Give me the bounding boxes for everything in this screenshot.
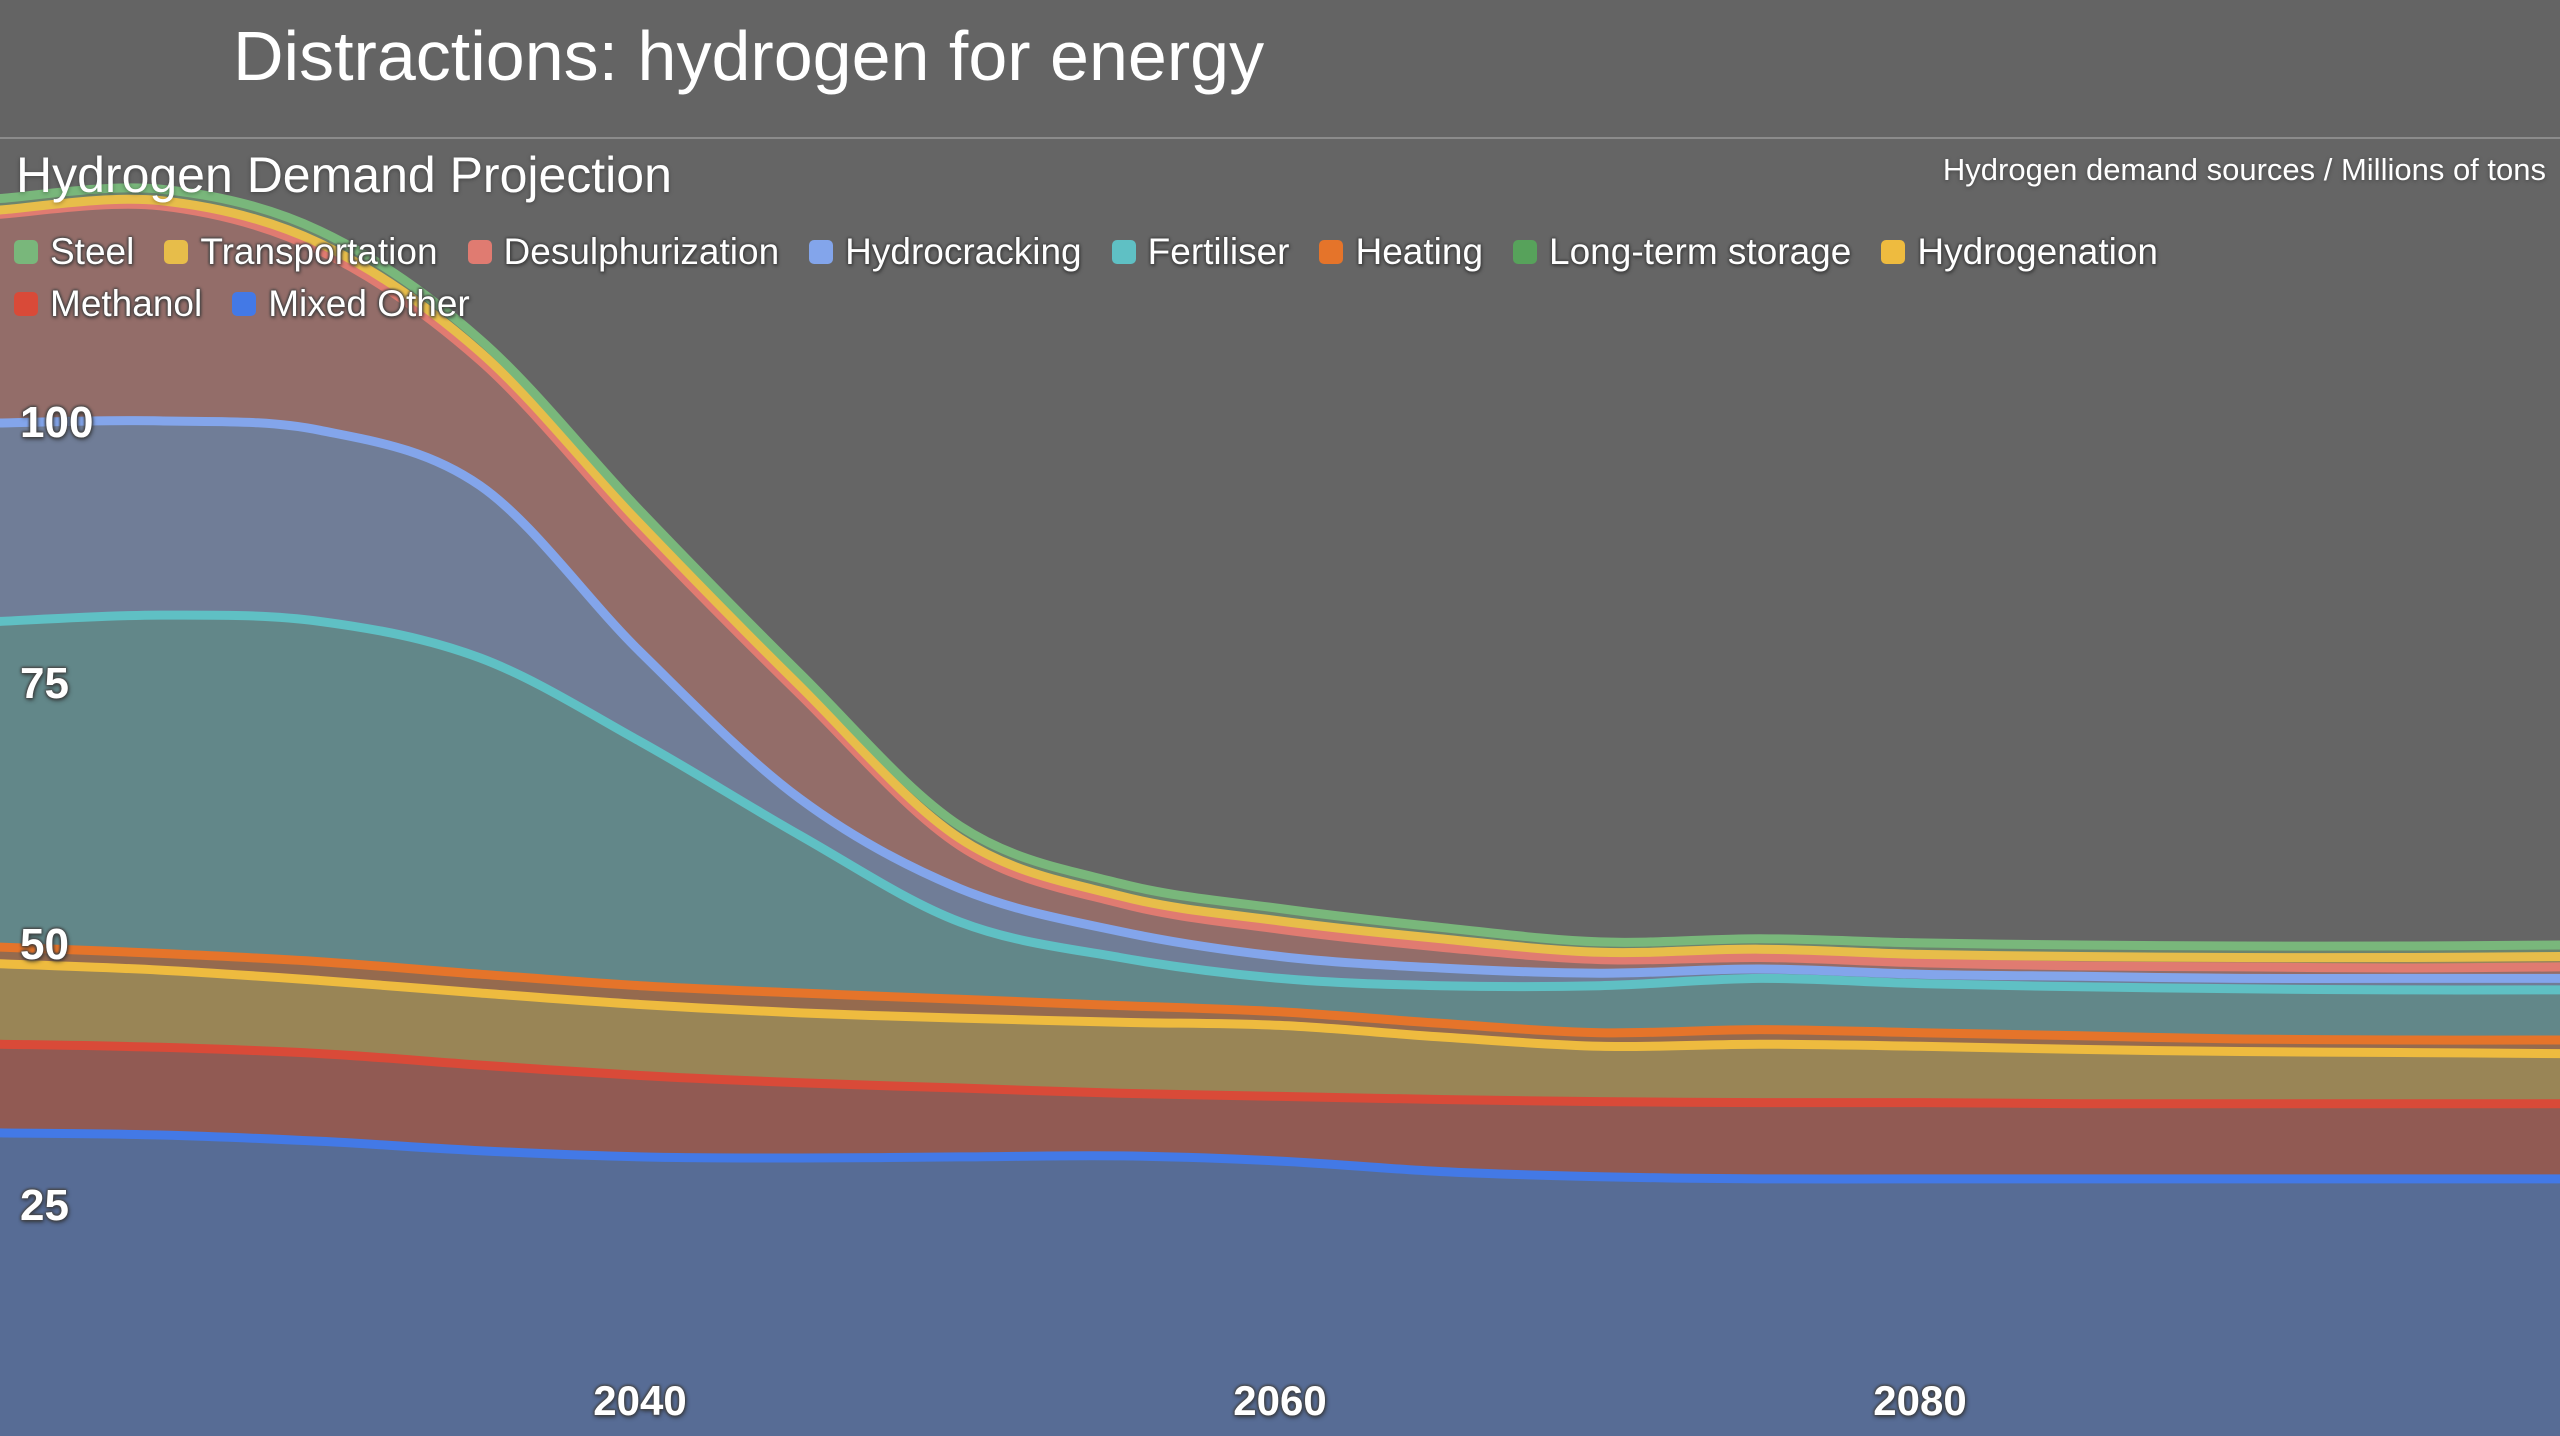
chart-title: Hydrogen Demand Projection: [16, 147, 672, 203]
legend-label: Hydrogenation: [1917, 231, 2159, 272]
line-transportation[interactable]: [0, 194, 2560, 963]
legend-item-hydrocracking[interactable]: Hydrocracking: [809, 231, 1082, 273]
legend-item-desulphurization[interactable]: Desulphurization: [467, 231, 780, 273]
line-heating[interactable]: [0, 942, 2560, 1045]
legend-item-long-term-storage[interactable]: Long-term storage: [1513, 231, 1851, 273]
legend-swatch-heating-icon: [1319, 240, 1344, 264]
line-desulphurization[interactable]: [0, 199, 2560, 973]
area-mixed-other[interactable]: [0, 1132, 2560, 1436]
area-hydrogenation[interactable]: [0, 963, 2560, 1104]
x-axis-tick-2040: 2040: [593, 1377, 687, 1424]
legend-swatch-methanol-icon: [14, 292, 38, 316]
area-fertiliser[interactable]: [0, 615, 2560, 1041]
legend-swatch-fertiliser-icon: [1111, 240, 1136, 264]
legend-swatch-hydrocracking-icon: [809, 240, 834, 264]
line-methanol[interactable]: [0, 1039, 2560, 1109]
area-outlines: [0, 183, 2560, 1184]
legend-row: Methanol Mixed Other: [14, 278, 2554, 330]
legend-swatch-transportation-icon: [164, 240, 189, 264]
chart-legend: Steel Transportation Desulphurization Hydro…: [14, 226, 2554, 330]
legend-item-steel[interactable]: Steel: [14, 231, 134, 273]
x-axis-tick-2080: 2080: [1873, 1377, 1967, 1424]
area-fills: [0, 187, 2560, 1436]
legend-label: Desulphurization: [503, 231, 780, 272]
y-axis-tick-50: 50: [20, 920, 69, 969]
legend-label: Fertiliser: [1147, 231, 1290, 272]
legend-swatch-mixed-other-icon: [232, 292, 257, 316]
legend-label: Hydrocracking: [845, 231, 1082, 272]
legend-swatch-long-term-storage-icon: [1513, 240, 1538, 264]
slide-title: Distractions: hydrogen for energy: [233, 17, 1265, 95]
line-hydrogenation[interactable]: [0, 959, 2560, 1059]
chart-units-label: Hydrogen demand sources / Millions of to…: [1942, 152, 2546, 187]
line-steel[interactable]: [0, 183, 2560, 951]
legend-item-transportation[interactable]: Transportation: [164, 231, 438, 273]
y-axis-tick-100: 100: [20, 398, 94, 447]
legend-item-hydrogenation[interactable]: Hydrogenation: [1881, 231, 2158, 273]
y-axis-tick-25: 25: [20, 1181, 69, 1230]
area-desulphurization[interactable]: [0, 204, 2560, 979]
y-axis-tick-75: 75: [20, 659, 69, 708]
area-hydrocracking[interactable]: [0, 420, 2560, 990]
line-hydrocracking[interactable]: [0, 416, 2560, 984]
legend-label: Methanol: [50, 283, 203, 324]
legend-label: Steel: [50, 231, 135, 272]
legend-label: Transportation: [200, 231, 438, 272]
slide-header: Distractions: hydrogen for energy: [0, 0, 2560, 139]
legend-item-mixed-other[interactable]: Mixed Other: [232, 283, 470, 325]
legend-item-fertiliser[interactable]: Fertiliser: [1111, 231, 1290, 273]
line-mixed-other[interactable]: [0, 1128, 2560, 1184]
legend-label: Heating: [1355, 231, 1484, 272]
legend-label: Long-term storage: [1549, 231, 1852, 272]
legend-label: Mixed Other: [268, 283, 470, 324]
legend-row: Steel Transportation Desulphurization Hydro…: [14, 226, 2554, 278]
legend-swatch-hydrogenation-icon: [1881, 240, 1906, 264]
legend-swatch-steel-icon: [14, 240, 38, 264]
x-axis-tick-2060: 2060: [1233, 1377, 1327, 1424]
line-fertiliser[interactable]: [0, 610, 2560, 995]
legend-item-methanol[interactable]: Methanol: [14, 283, 202, 325]
legend-swatch-desulphurization-icon: [467, 240, 492, 264]
legend-item-heating[interactable]: Heating: [1319, 231, 1483, 273]
